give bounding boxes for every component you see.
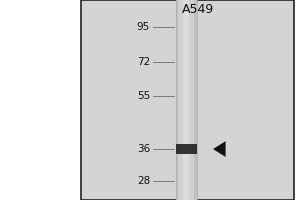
Text: 95: 95	[137, 22, 150, 32]
Bar	[176, 144, 197, 154]
Text: 55: 55	[137, 91, 150, 101]
Bar	[178, 0, 194, 200]
Text: A549: A549	[182, 3, 214, 16]
Text: 36: 36	[137, 144, 150, 154]
Text: 72: 72	[137, 57, 150, 67]
Bar	[176, 0, 197, 200]
Bar	[81, 0, 294, 200]
Text: 28: 28	[137, 176, 150, 186]
Polygon shape	[213, 141, 226, 157]
Bar	[183, 0, 189, 200]
